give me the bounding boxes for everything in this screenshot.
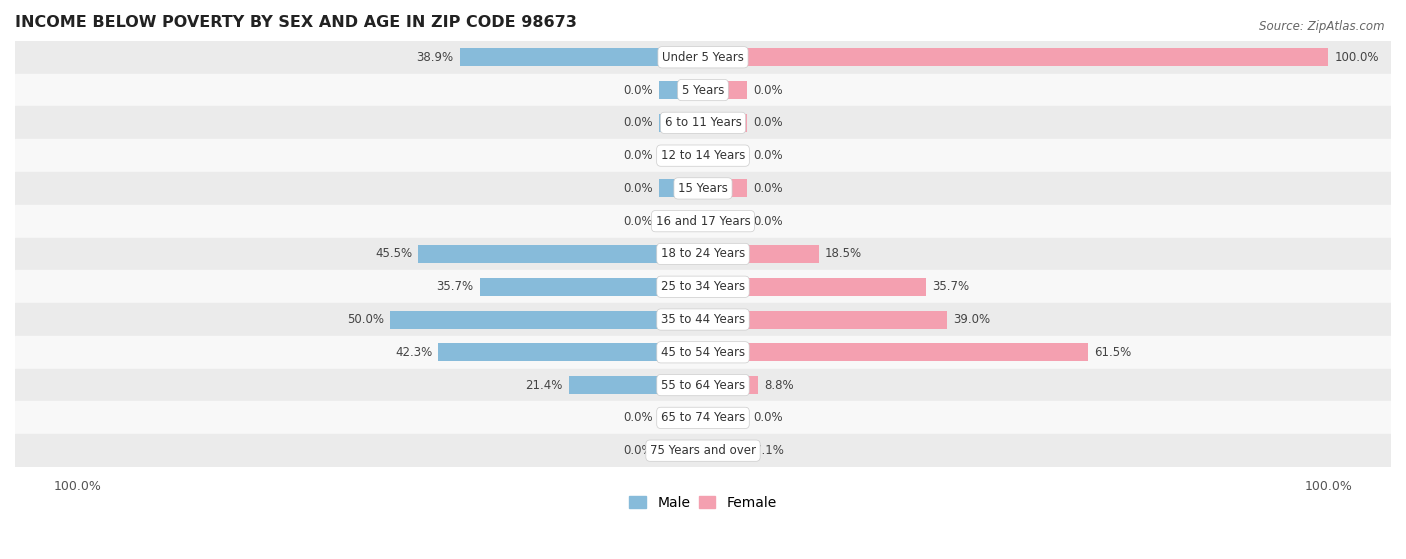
Text: 5 Years: 5 Years (682, 83, 724, 97)
Bar (703, 343, 1088, 361)
Text: Under 5 Years: Under 5 Years (662, 51, 744, 64)
Text: Source: ZipAtlas.com: Source: ZipAtlas.com (1260, 20, 1385, 32)
Text: 0.0%: 0.0% (623, 149, 652, 162)
Text: 0.0%: 0.0% (754, 182, 783, 195)
Bar (15, 271, 1391, 303)
Text: 21.4%: 21.4% (526, 378, 562, 392)
Bar (703, 114, 747, 132)
Text: 0.0%: 0.0% (623, 116, 652, 129)
Bar (703, 81, 747, 99)
Bar (15, 41, 1391, 74)
Text: 50.0%: 50.0% (347, 313, 384, 326)
Bar (703, 48, 1329, 67)
Text: 0.0%: 0.0% (623, 83, 652, 97)
Bar (15, 303, 1391, 336)
Bar (659, 81, 703, 99)
Text: 8.8%: 8.8% (765, 378, 794, 392)
Bar (703, 278, 927, 296)
Text: 45.5%: 45.5% (375, 248, 412, 260)
Text: 0.0%: 0.0% (754, 411, 783, 424)
Text: 16 and 17 Years: 16 and 17 Years (655, 215, 751, 228)
Text: 65 to 74 Years: 65 to 74 Years (661, 411, 745, 424)
Text: 35.7%: 35.7% (436, 280, 474, 293)
Text: 15 Years: 15 Years (678, 182, 728, 195)
Text: 39.0%: 39.0% (953, 313, 990, 326)
Text: 12 to 14 Years: 12 to 14 Years (661, 149, 745, 162)
Bar (659, 179, 703, 197)
Text: 0.0%: 0.0% (623, 444, 652, 457)
Bar (15, 106, 1391, 139)
Text: 0.0%: 0.0% (623, 215, 652, 228)
Bar (15, 238, 1391, 271)
Bar (15, 74, 1391, 106)
Bar (703, 376, 758, 394)
Legend: Male, Female: Male, Female (624, 490, 782, 515)
Text: 0.0%: 0.0% (754, 116, 783, 129)
Text: 0.0%: 0.0% (754, 83, 783, 97)
Bar (703, 442, 748, 459)
Bar (703, 409, 747, 427)
Bar (659, 212, 703, 230)
Bar (391, 310, 703, 329)
Bar (703, 146, 747, 165)
Bar (569, 376, 703, 394)
Text: 7.1%: 7.1% (754, 444, 783, 457)
Bar (703, 245, 818, 263)
Text: INCOME BELOW POVERTY BY SEX AND AGE IN ZIP CODE 98673: INCOME BELOW POVERTY BY SEX AND AGE IN Z… (15, 15, 576, 30)
Text: 0.0%: 0.0% (623, 411, 652, 424)
Bar (15, 401, 1391, 434)
Text: 18 to 24 Years: 18 to 24 Years (661, 248, 745, 260)
Text: 100.0%: 100.0% (1334, 51, 1379, 64)
Text: 25 to 34 Years: 25 to 34 Years (661, 280, 745, 293)
Bar (15, 336, 1391, 369)
Text: 18.5%: 18.5% (825, 248, 862, 260)
Bar (703, 212, 747, 230)
Bar (439, 343, 703, 361)
Bar (15, 172, 1391, 205)
Bar (15, 369, 1391, 401)
Text: 35 to 44 Years: 35 to 44 Years (661, 313, 745, 326)
Text: 45 to 54 Years: 45 to 54 Years (661, 346, 745, 359)
Text: 0.0%: 0.0% (754, 215, 783, 228)
Text: 42.3%: 42.3% (395, 346, 432, 359)
Text: 6 to 11 Years: 6 to 11 Years (665, 116, 741, 129)
Bar (15, 139, 1391, 172)
Bar (15, 434, 1391, 467)
Text: 38.9%: 38.9% (416, 51, 454, 64)
Text: 61.5%: 61.5% (1094, 346, 1132, 359)
Bar (460, 48, 703, 67)
Text: 55 to 64 Years: 55 to 64 Years (661, 378, 745, 392)
Text: 0.0%: 0.0% (754, 149, 783, 162)
Bar (659, 146, 703, 165)
Bar (703, 179, 747, 197)
Bar (659, 409, 703, 427)
Text: 75 Years and over: 75 Years and over (650, 444, 756, 457)
Bar (703, 310, 946, 329)
Text: 35.7%: 35.7% (932, 280, 970, 293)
Bar (659, 442, 703, 459)
Bar (419, 245, 703, 263)
Bar (659, 114, 703, 132)
Bar (479, 278, 703, 296)
Text: 0.0%: 0.0% (623, 182, 652, 195)
Bar (15, 205, 1391, 238)
